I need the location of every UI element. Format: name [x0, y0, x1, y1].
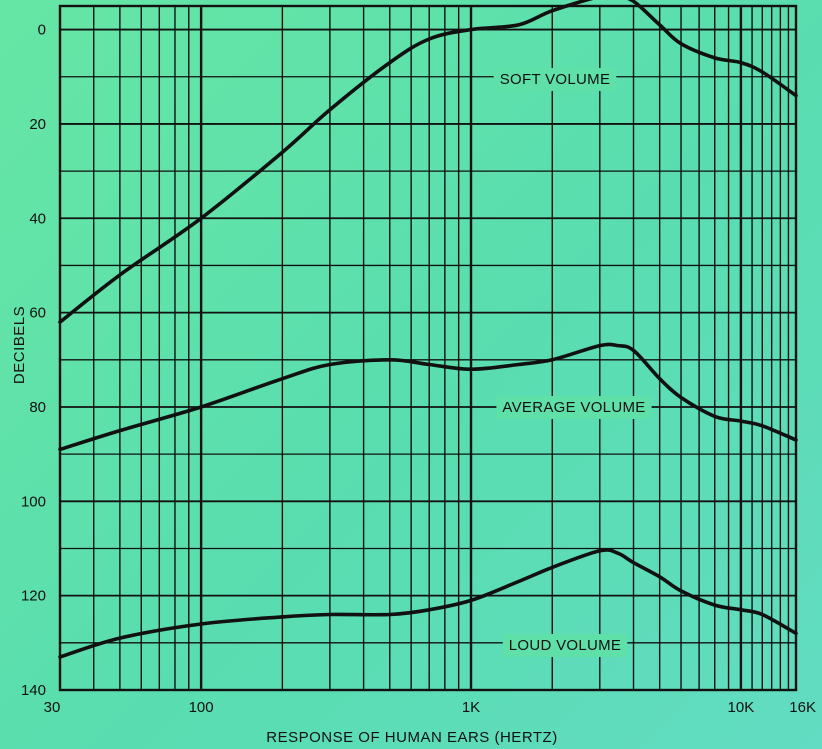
average-volume-line [58, 342, 798, 452]
soft-volume-label: SOFT VOLUME [500, 71, 611, 88]
soft-volume-label-bg [493, 68, 617, 91]
y-tick-label: 20 [29, 116, 46, 133]
x-tick-label: 30 [44, 699, 61, 716]
y-tick-label: 80 [29, 399, 46, 416]
x-axis-title: RESPONSE OF HUMAN EARS (HERTZ) [266, 729, 557, 746]
average-volume-label: AVERAGE VOLUME [502, 399, 645, 416]
x-tick-label: 100 [189, 699, 214, 716]
x-tick-label: 1K [462, 699, 480, 716]
y-tick-label: 100 [21, 493, 46, 510]
plot-frame [58, 4, 798, 692]
y-tick-label: 120 [21, 588, 46, 605]
y-tick-label: 0 [38, 22, 46, 39]
y-tick-label: 60 [29, 305, 46, 322]
x-tick-label: 10K [728, 699, 755, 716]
x-tick-label: 16K [789, 699, 816, 716]
y-tick-label: 40 [29, 210, 46, 227]
grid [59, 6, 797, 691]
average-volume-label-bg [496, 396, 652, 419]
series-labels: SOFT VOLUME AVERAGE VOLUME LOUD VOLUME [493, 68, 652, 657]
y-axis-title: DECIBELS [11, 306, 28, 384]
plot-border [58, 4, 798, 692]
loud-volume-line [58, 548, 798, 659]
series-lines [58, 0, 798, 659]
soft-volume-line [58, 0, 798, 324]
loud-volume-label: LOUD VOLUME [509, 637, 622, 654]
y-tick-label: 140 [21, 682, 46, 699]
loud-volume-label-bg [502, 634, 628, 657]
